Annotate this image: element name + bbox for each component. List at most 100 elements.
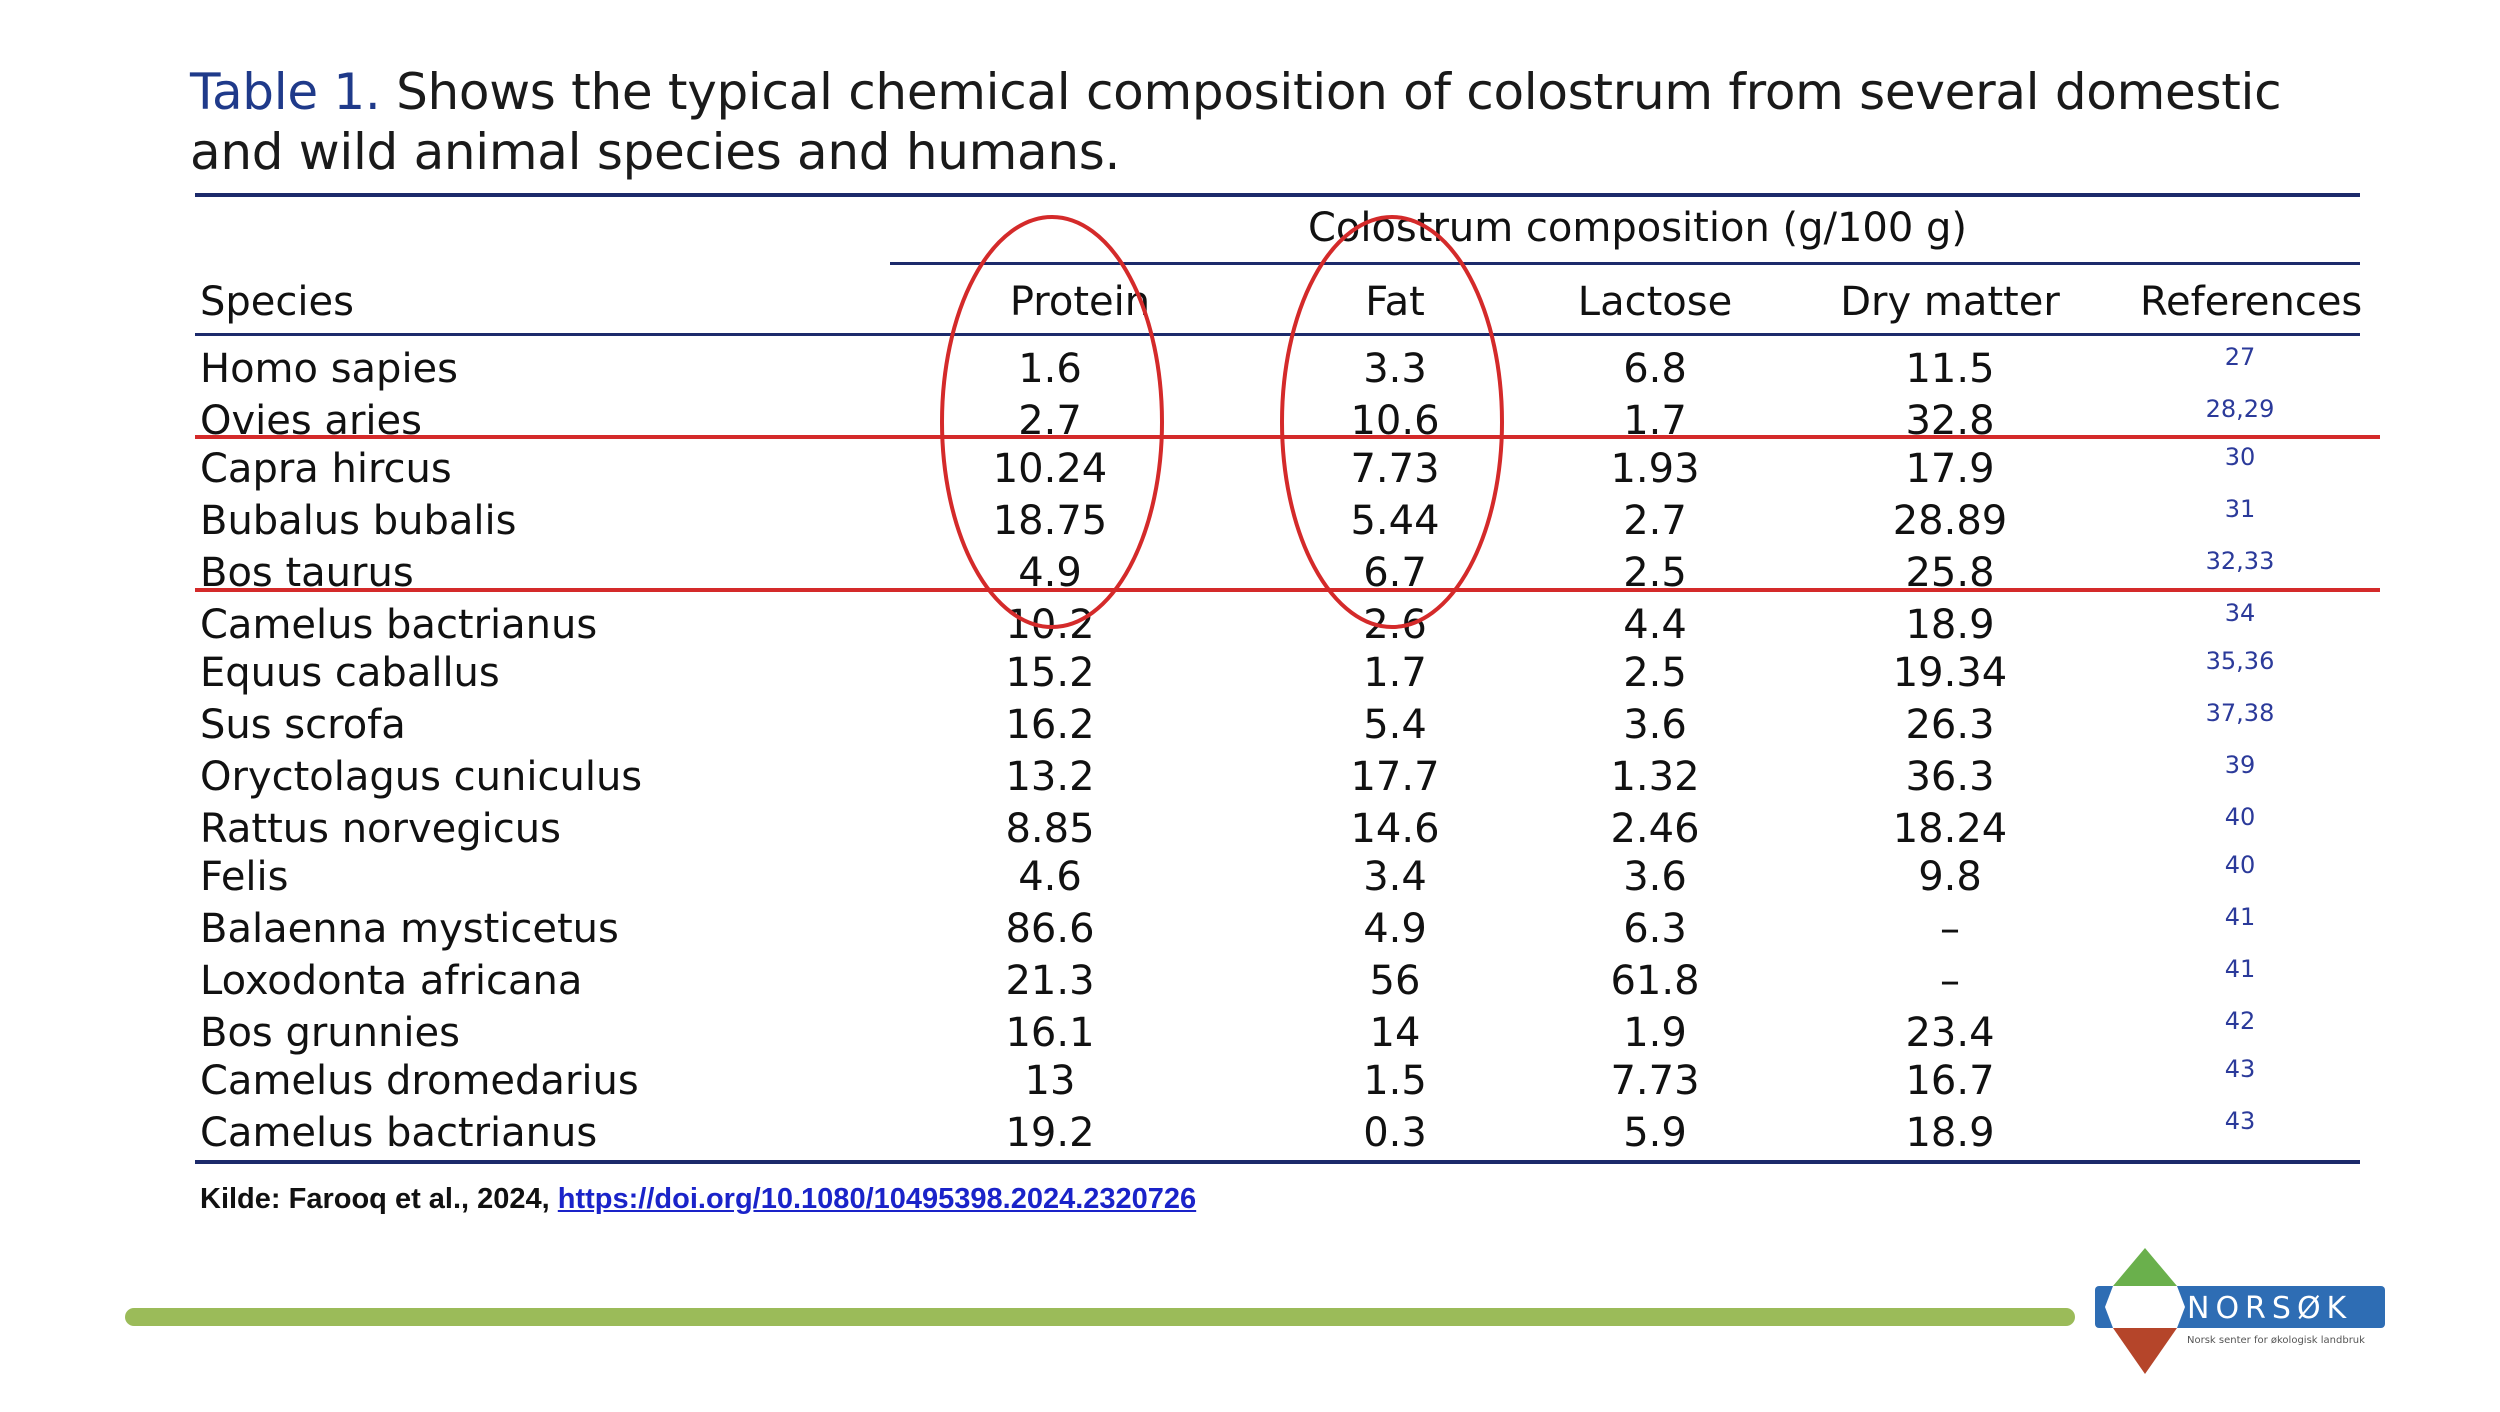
group-header: Colostrum composition (g/100 g) bbox=[1307, 205, 1968, 251]
protein-cell: 16.2 bbox=[1005, 702, 1095, 748]
species-cell: Bos taurus bbox=[200, 550, 414, 596]
species-cell: Balaenna mysticetus bbox=[200, 906, 619, 952]
lactose-cell: 1.93 bbox=[1610, 446, 1700, 492]
reference-cell: 39 bbox=[2224, 751, 2256, 779]
reference-cell: 32,33 bbox=[2205, 547, 2275, 575]
dry-matter-cell: 9.8 bbox=[1918, 854, 1982, 900]
lactose-cell: 6.3 bbox=[1623, 906, 1687, 952]
dry-matter-cell: 18.9 bbox=[1905, 1110, 1995, 1156]
protein-cell: 8.85 bbox=[1005, 806, 1095, 852]
reference-cell: 43 bbox=[2224, 1107, 2256, 1135]
column-header-fat: Fat bbox=[1365, 279, 1425, 325]
species-cell: Loxodonta africana bbox=[200, 958, 583, 1004]
reference-cell: 41 bbox=[2224, 955, 2256, 983]
protein-cell: 2.7 bbox=[1018, 398, 1082, 444]
dry-matter-cell: 16.7 bbox=[1905, 1058, 1995, 1104]
reference-cell: 37,38 bbox=[2205, 699, 2275, 727]
lactose-cell: 1.7 bbox=[1623, 398, 1687, 444]
protein-cell: 13.2 bbox=[1005, 754, 1095, 800]
table-row: Sus scrofa 16.2 5.4 3.6 26.3 37,38 bbox=[0, 699, 2500, 751]
fat-cell: 3.3 bbox=[1363, 346, 1427, 392]
protein-cell: 18.75 bbox=[992, 498, 1108, 544]
fat-cell: 6.7 bbox=[1363, 550, 1427, 596]
dry-matter-cell: 25.8 bbox=[1905, 550, 1995, 596]
dry-matter-cell: 23.4 bbox=[1905, 1010, 1995, 1056]
dry-matter-cell: – bbox=[1940, 958, 1960, 1004]
protein-cell: 21.3 bbox=[1005, 958, 1095, 1004]
reference-cell: 40 bbox=[2224, 851, 2256, 879]
species-cell: Camelus dromedarius bbox=[200, 1058, 639, 1104]
logo-tagline: Norsk senter for økologisk landbruk bbox=[2187, 1335, 2365, 1346]
reference-cell: 34 bbox=[2224, 599, 2256, 627]
caption-label: Table 1. bbox=[190, 63, 381, 121]
species-cell: Homo sapies bbox=[200, 346, 459, 392]
dry-matter-cell: 26.3 bbox=[1905, 702, 1995, 748]
reference-cell: 42 bbox=[2224, 1007, 2256, 1035]
column-header-species: Species bbox=[200, 279, 354, 325]
dry-matter-cell: 17.9 bbox=[1905, 446, 1995, 492]
fat-cell: 17.7 bbox=[1350, 754, 1440, 800]
table-row: Loxodonta africana 21.3 56 61.8 – 41 bbox=[0, 955, 2500, 1007]
dry-matter-cell: 19.34 bbox=[1892, 650, 2008, 696]
table-row: Camelus bactrianus 19.2 0.3 5.9 18.9 43 bbox=[0, 1107, 2500, 1159]
column-header-lactose: Lactose bbox=[1577, 279, 1733, 325]
fat-cell: 7.73 bbox=[1350, 446, 1440, 492]
lactose-cell: 1.9 bbox=[1623, 1010, 1687, 1056]
footer-green-bar bbox=[125, 1308, 2075, 1326]
reference-cell: 41 bbox=[2224, 903, 2256, 931]
group-header-rule bbox=[890, 262, 2360, 265]
dry-matter-cell: – bbox=[1940, 906, 1960, 952]
protein-cell: 16.1 bbox=[1005, 1010, 1095, 1056]
protein-cell: 4.9 bbox=[1018, 550, 1082, 596]
species-cell: Camelus bactrianus bbox=[200, 602, 598, 648]
dry-matter-cell: 36.3 bbox=[1905, 754, 1995, 800]
protein-cell: 4.6 bbox=[1018, 854, 1082, 900]
protein-cell: 15.2 bbox=[1005, 650, 1095, 696]
fat-cell: 56 bbox=[1369, 958, 1421, 1004]
fat-cell: 14.6 bbox=[1350, 806, 1440, 852]
lactose-cell: 61.8 bbox=[1610, 958, 1700, 1004]
fat-cell: 10.6 bbox=[1350, 398, 1440, 444]
table-row: Rattus norvegicus 8.85 14.6 2.46 18.24 40 bbox=[0, 803, 2500, 855]
table-row: Oryctolagus cuniculus 13.2 17.7 1.32 36.3 39 bbox=[0, 751, 2500, 803]
reference-cell: 31 bbox=[2224, 495, 2256, 523]
source-doi-link[interactable]: https://doi.org/10.1080/10495398.2024.23… bbox=[557, 1183, 1197, 1215]
lactose-cell: 1.32 bbox=[1610, 754, 1700, 800]
column-header-references: References bbox=[2140, 279, 2363, 325]
dry-matter-cell: 11.5 bbox=[1905, 346, 1995, 392]
fat-cell: 2.6 bbox=[1363, 602, 1427, 648]
reference-cell: 43 bbox=[2224, 1055, 2256, 1083]
table-caption: Table 1. Shows the typical chemical comp… bbox=[190, 62, 2390, 182]
lactose-cell: 2.5 bbox=[1623, 550, 1687, 596]
fat-cell: 3.4 bbox=[1363, 854, 1427, 900]
reference-cell: 27 bbox=[2224, 343, 2256, 371]
species-cell: Ovies aries bbox=[200, 398, 422, 444]
dry-matter-cell: 32.8 bbox=[1905, 398, 1995, 444]
fat-cell: 1.7 bbox=[1363, 650, 1427, 696]
dry-matter-cell: 18.9 bbox=[1905, 602, 1995, 648]
fat-cell: 14 bbox=[1369, 1010, 1421, 1056]
logo-wordmark: NORSØK bbox=[2187, 1291, 2352, 1326]
species-cell: Bubalus bubalis bbox=[200, 498, 517, 544]
species-cell: Rattus norvegicus bbox=[200, 806, 561, 852]
fat-cell: 5.44 bbox=[1350, 498, 1440, 544]
norsok-logo: NORSØK Norsk senter for økologisk landbr… bbox=[2095, 1248, 2385, 1374]
protein-cell: 86.6 bbox=[1005, 906, 1095, 952]
lactose-cell: 2.7 bbox=[1623, 498, 1687, 544]
header-bottom-rule bbox=[195, 333, 2360, 336]
table-row: Bos grunnies 16.1 14 1.9 23.4 42 bbox=[0, 1007, 2500, 1059]
table-row: Camelus bactrianus 10.2 2.6 4.4 18.9 34 bbox=[0, 599, 2500, 651]
caption-text: Shows the typical chemical composition o… bbox=[190, 63, 2282, 181]
dry-matter-cell: 18.24 bbox=[1892, 806, 2008, 852]
species-cell: Felis bbox=[200, 854, 289, 900]
lactose-cell: 7.73 bbox=[1610, 1058, 1700, 1104]
column-header-dry-matter: Dry matter bbox=[1840, 279, 2060, 325]
table-row: Homo sapies 1.6 3.3 6.8 11.5 27 bbox=[0, 343, 2500, 395]
reference-cell: 28,29 bbox=[2205, 395, 2275, 423]
table-top-rule bbox=[195, 193, 2360, 197]
table-row: Equus caballus 15.2 1.7 2.5 19.34 35,36 bbox=[0, 647, 2500, 699]
dry-matter-cell: 28.89 bbox=[1892, 498, 2008, 544]
fat-cell: 1.5 bbox=[1363, 1058, 1427, 1104]
lactose-cell: 2.5 bbox=[1623, 650, 1687, 696]
species-cell: Capra hircus bbox=[200, 446, 452, 492]
